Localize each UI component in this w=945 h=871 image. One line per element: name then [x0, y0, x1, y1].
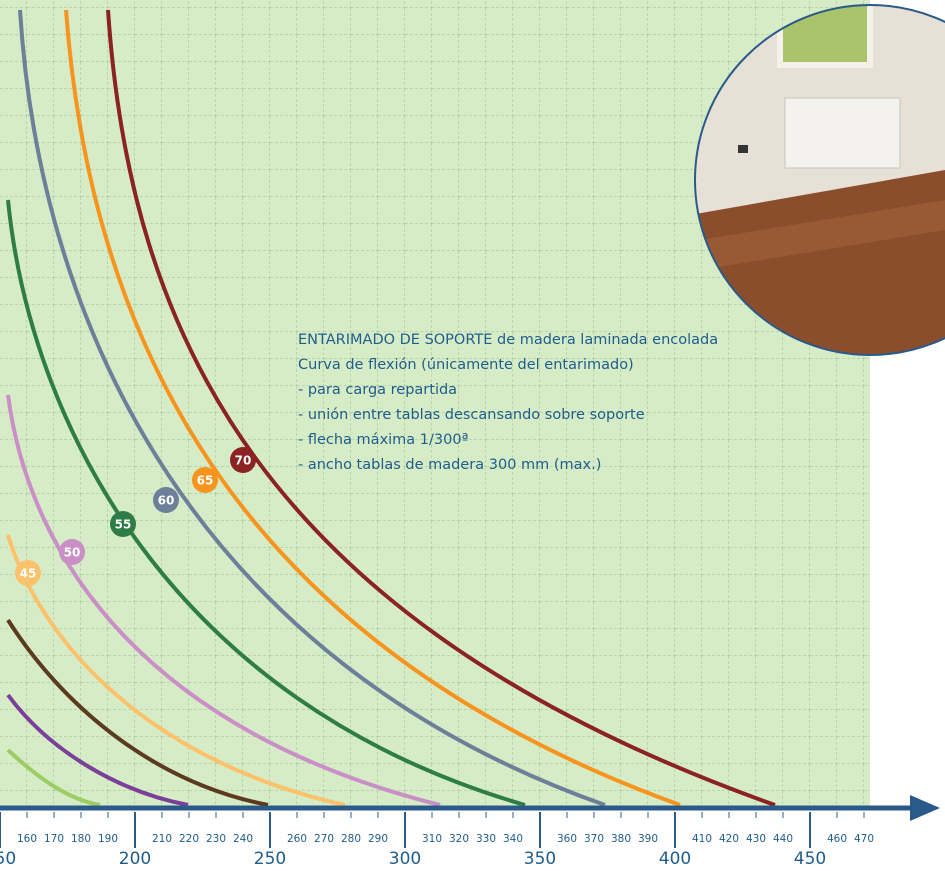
minor-tick-label: 290 — [368, 833, 388, 845]
minor-tick-label: 180 — [71, 833, 91, 845]
minor-tick-label: 210 — [152, 833, 172, 845]
annotation-line: - unión entre tablas descansando sobre s… — [298, 407, 645, 423]
annotation-line: - flecha máxima 1/300ª — [298, 432, 468, 448]
major-tick-label: 250 — [254, 849, 286, 869]
major-tick-label: 350 — [524, 849, 556, 869]
minor-tick-label: 190 — [98, 833, 118, 845]
minor-tick-label: 270 — [314, 833, 334, 845]
minor-tick-label: 310 — [422, 833, 442, 845]
curve-label: 65 — [197, 474, 214, 488]
curve-label: 50 — [64, 546, 81, 560]
minor-tick-label: 320 — [449, 833, 469, 845]
curve-label: 70 — [235, 454, 252, 468]
minor-tick-label: 390 — [638, 833, 658, 845]
curves — [6, 9, 776, 807]
curve-label: 55 — [115, 518, 132, 532]
curve-label: 60 — [158, 494, 175, 508]
minor-tick-label: 230 — [206, 833, 226, 845]
minor-tick-label: 220 — [179, 833, 199, 845]
minor-tick-label: 280 — [341, 833, 361, 845]
annotation-line: ENTARIMADO DE SOPORTE de madera laminada… — [298, 332, 718, 348]
major-tick-label: 200 — [119, 849, 151, 869]
minor-tick-label: 370 — [584, 833, 604, 845]
minor-tick-label: 330 — [476, 833, 496, 845]
minor-tick-label: 360 — [557, 833, 577, 845]
minor-tick-label: 260 — [287, 833, 307, 845]
minor-tick-label: 160 — [17, 833, 37, 845]
minor-tick-label: 340 — [503, 833, 523, 845]
minor-tick-label: 410 — [692, 833, 712, 845]
ticks: 150 200 250 300 350 400 450 160 170 180 190 210 220 2… — [0, 812, 874, 869]
minor-tick-label: 440 — [773, 833, 793, 845]
curve-label: 45 — [20, 567, 37, 581]
major-tick-label: 400 — [659, 849, 691, 869]
minor-tick-label: 170 — [44, 833, 64, 845]
minor-tick-label: 420 — [719, 833, 739, 845]
major-tick-label: 150 — [0, 849, 16, 869]
minor-tick-label: 430 — [746, 833, 766, 845]
annotation-line: - para carga repartida — [298, 382, 457, 398]
major-tick-label: 300 — [389, 849, 421, 869]
x-axis — [0, 795, 940, 821]
minor-tick-label: 240 — [233, 833, 253, 845]
minor-tick-label: 380 — [611, 833, 631, 845]
major-tick-label: 450 — [794, 849, 826, 869]
annotation-line: - ancho tablas de madera 300 mm (max.) — [298, 457, 601, 473]
annotation-line: Curva de flexión (únicamente del entarim… — [298, 357, 634, 373]
annotation: ENTARIMADO DE SOPORTE de madera laminada… — [298, 332, 718, 473]
curve-labels: 70 65 60 55 50 45 — [15, 447, 256, 586]
minor-tick-label: 470 — [854, 833, 874, 845]
minor-tick-label: 460 — [827, 833, 847, 845]
